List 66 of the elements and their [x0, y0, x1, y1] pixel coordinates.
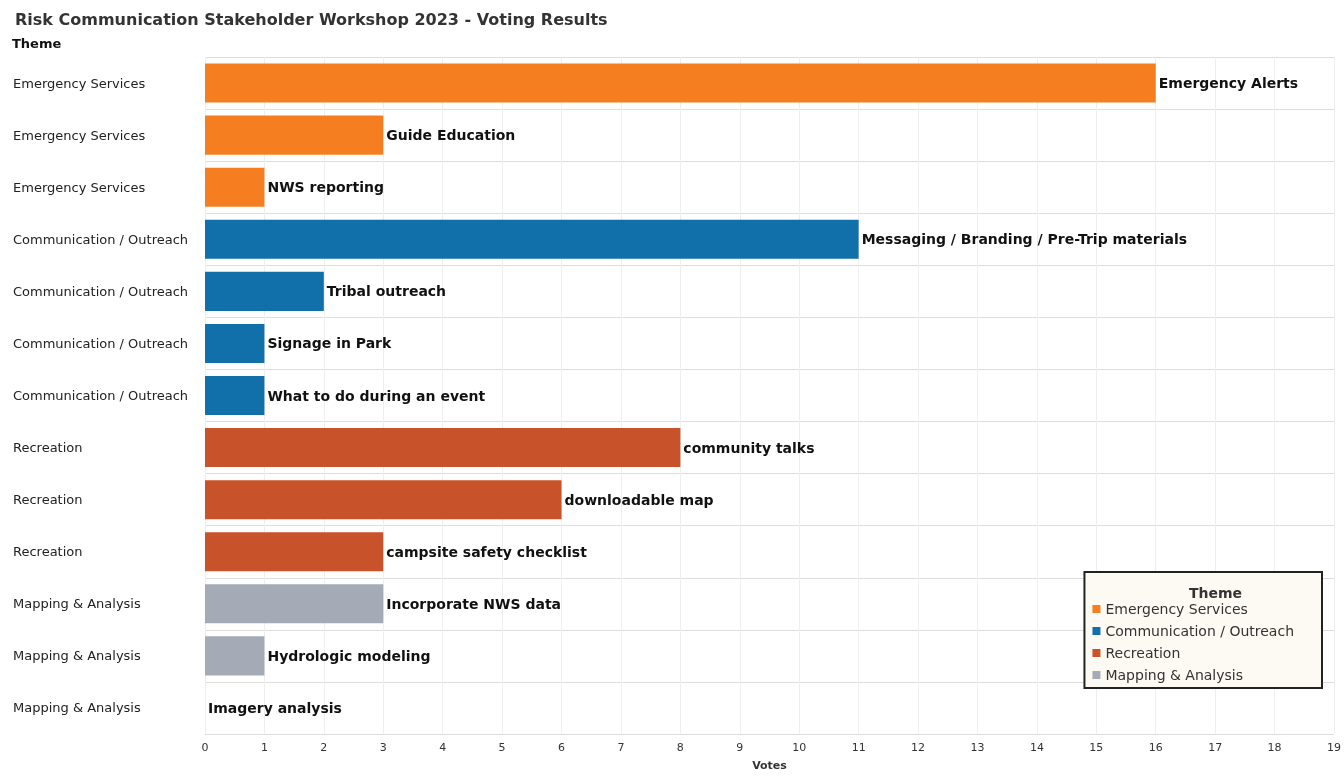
legend-label: Mapping & Analysis	[1105, 667, 1244, 683]
legend-title: Theme	[1188, 585, 1243, 601]
data-label: downloadable map	[564, 491, 714, 508]
y-tick-label: Communication / Outreach	[13, 388, 189, 403]
y-tick-label: Emergency Services	[13, 127, 146, 143]
legend-label: Emergency Services	[1105, 601, 1248, 617]
y-tick-label: Communication / Outreach	[13, 283, 189, 299]
data-label: Hydrologic modeling	[267, 647, 431, 664]
chart-title: Risk Communication Stakeholder Workshop 2023 - Voting Results	[15, 9, 608, 29]
data-label: NWS reporting	[267, 179, 384, 196]
bar	[205, 428, 681, 468]
data-label: community talks	[683, 439, 815, 456]
bar	[205, 375, 265, 416]
data-label: Imagery analysis	[208, 699, 342, 716]
bar	[205, 532, 384, 572]
y-tick-label: Recreation	[13, 544, 83, 560]
y-tick-label: Communication / Outreach	[13, 335, 189, 351]
y-tick-label: Communication / Outreach	[13, 231, 189, 247]
data-label: What to do during an event	[267, 387, 486, 404]
bar	[205, 636, 265, 676]
legend-label: Communication / Outreach	[1105, 623, 1295, 639]
data-label: Messaging / Branding / Pre-Trip materials	[861, 231, 1188, 248]
data-label: campsite safety checklist	[386, 543, 588, 560]
y-tick-label: Mapping & Analysis	[13, 700, 141, 716]
x-tick-label: 12	[911, 741, 926, 754]
x-tick-label: 2	[320, 741, 328, 754]
x-tick-label: 19	[1327, 741, 1341, 754]
y-tick-label: Mapping & Analysis	[13, 596, 141, 612]
data-label: Tribal outreach	[326, 283, 447, 300]
x-tick-label: 3	[379, 741, 387, 754]
x-tick-label: 10	[792, 741, 807, 754]
bar	[205, 115, 384, 155]
bar	[205, 167, 265, 207]
x-axis-title: Votes	[752, 759, 788, 772]
y-tick-label: Emergency Services	[13, 75, 146, 91]
y-tick-label: Emergency Services	[13, 179, 146, 195]
data-label: Emergency Alerts	[1158, 75, 1299, 92]
x-tick-label: 8	[676, 741, 684, 754]
x-tick-label: 13	[970, 741, 985, 754]
x-tick-label: 4	[439, 741, 447, 754]
x-tick-label: 18	[1267, 741, 1282, 754]
bar	[205, 480, 562, 520]
bar	[205, 219, 859, 259]
data-label: Incorporate NWS data	[386, 595, 562, 612]
y-tick-label: Recreation	[13, 440, 83, 456]
y-axis-title: Theme	[12, 36, 62, 51]
data-label: Signage in Park	[267, 335, 393, 352]
x-tick-label: 9	[736, 741, 744, 754]
x-tick-label: 15	[1089, 741, 1104, 754]
x-tick-label: 14	[1029, 741, 1044, 754]
bar	[205, 63, 1156, 103]
x-tick-label: 0	[201, 741, 209, 754]
y-tick-label: Recreation	[13, 492, 83, 508]
x-tick-label: 16	[1148, 741, 1163, 754]
x-tick-label: 6	[558, 741, 566, 754]
x-tick-label: 7	[617, 741, 625, 754]
bar	[205, 323, 265, 363]
data-label: Guide Education	[386, 127, 516, 144]
x-tick-label: 5	[498, 741, 506, 754]
legend-label: Recreation	[1105, 645, 1181, 661]
bar	[205, 271, 324, 311]
bar	[205, 584, 384, 624]
x-tick-label: 1	[260, 741, 268, 754]
x-tick-label: 11	[851, 741, 866, 754]
x-tick-label: 17	[1208, 741, 1223, 754]
y-tick-label: Mapping & Analysis	[13, 648, 141, 664]
